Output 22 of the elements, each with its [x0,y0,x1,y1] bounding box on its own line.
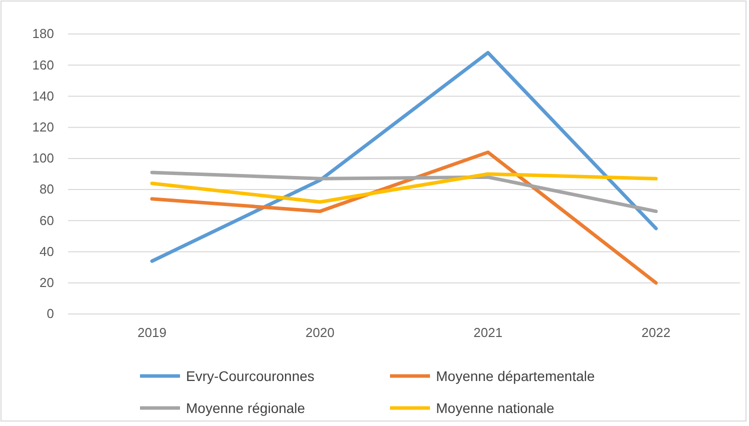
line-series [150,50,658,263]
x-tick-label: 2020 [306,325,334,340]
legend-label: Moyenne régionale [186,400,306,416]
y-tick-label: 40 [40,244,54,259]
line-series [150,170,658,214]
x-tick-label: 2019 [138,325,166,340]
x-tick-label: 2022 [642,325,670,340]
line-series [150,172,658,204]
y-tick-label: 160 [32,57,54,72]
y-tick-label: 120 [32,119,54,134]
y-tick-label: 140 [32,88,54,104]
y-tick-label: 60 [40,212,54,228]
x-tick-label: 2021 [474,325,502,340]
y-tick-label: 80 [40,182,54,197]
legend-label: Evry-Courcouronnes [186,368,314,384]
y-tick-label: 180 [32,26,54,42]
y-tick-label: 20 [40,275,54,290]
legend-label: Moyenne départementale [436,368,595,384]
line-series [150,150,658,285]
legend-label: Moyenne nationale [436,400,555,416]
y-tick-label: 100 [32,150,54,166]
y-tick-label: 0 [46,306,54,322]
